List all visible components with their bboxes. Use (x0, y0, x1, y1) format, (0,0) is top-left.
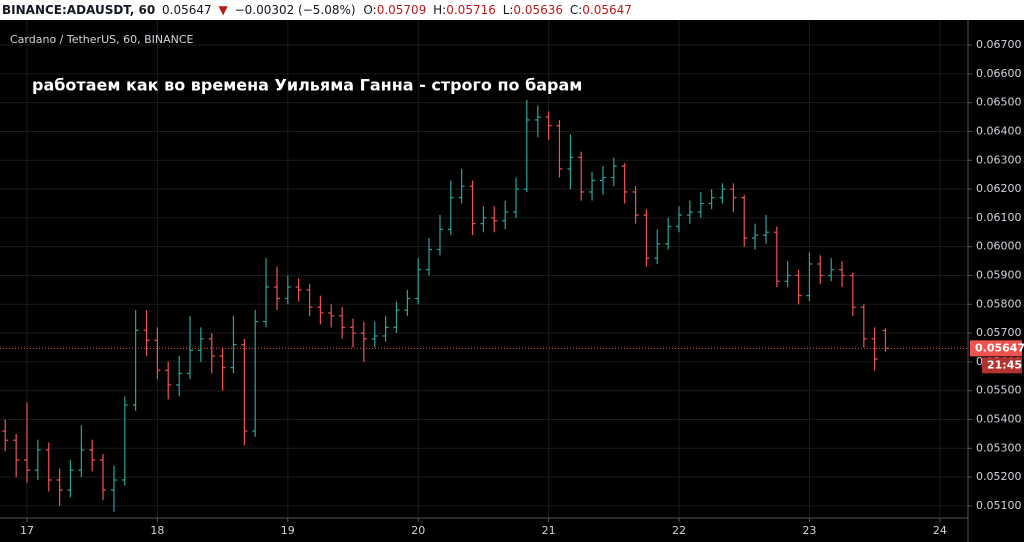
high-value: 0.05716 (446, 3, 496, 17)
y-tick-label: 0.05900 (976, 268, 1022, 281)
high-label: H: (433, 3, 446, 17)
open-value: 0.05709 (377, 3, 427, 17)
y-tick-label: 0.05200 (976, 470, 1022, 483)
close-value: 0.05647 (582, 3, 632, 17)
y-tick-label: 0.06500 (976, 96, 1022, 109)
symbol: BINANCE:ADAUSDT, 60 (2, 3, 155, 17)
y-tick-label: 0.06100 (976, 211, 1022, 224)
y-tick-label: 0.06600 (976, 67, 1022, 80)
change-arrow: ▼ (219, 3, 229, 17)
bars (0, 99, 968, 512)
x-tick-label: 20 (411, 524, 425, 537)
countdown-label: 21:45 (987, 358, 1022, 371)
x-tick-label: 22 (672, 524, 686, 537)
y-tick-label: 0.05800 (976, 297, 1022, 310)
grid (0, 20, 968, 518)
y-tick-label: 0.06300 (976, 153, 1022, 166)
countdown-box (982, 357, 1022, 374)
x-tick-label: 23 (802, 524, 816, 537)
last-price: 0.05647 (162, 3, 212, 17)
header: BINANCE:ADAUSDT, 60 0.05647 ▼ −0.00302 (… (2, 3, 632, 17)
open-label: O: (363, 3, 376, 17)
y-tick-label: 0.05500 (976, 384, 1022, 397)
y-tick-label: 0.05400 (976, 412, 1022, 425)
x-tick-label: 24 (933, 524, 947, 537)
y-tick-label: 0.06400 (976, 124, 1022, 137)
header-bar (0, 0, 1024, 20)
x-tick-label: 17 (20, 524, 34, 537)
y-tick-label: 0.05300 (976, 441, 1022, 454)
y-tick-label: 0.06700 (976, 38, 1022, 51)
y-tick-label: 0.06000 (976, 240, 1022, 253)
low-value: 0.05636 (513, 3, 563, 17)
y-tick-label: 0.06200 (976, 182, 1022, 195)
x-tick-label: 19 (281, 524, 295, 537)
x-tick-label: 21 (542, 524, 556, 537)
subtitle: Cardano / TetherUS, 60, BINANCE (10, 33, 194, 46)
change: −0.00302 (−5.08%) (235, 3, 356, 17)
y-tick-label: 0.05100 (976, 499, 1022, 512)
low-label: L: (503, 3, 514, 17)
last-price-label: 0.05647 (975, 341, 1024, 354)
x-tick-label: 18 (150, 524, 164, 537)
annotation: работаем как во времена Уильяма Ганна - … (32, 76, 582, 95)
y-tick-label: 0.05700 (976, 326, 1022, 339)
axes: 0.05100 0.05200 0.05300 0.05400 0.05500 0.056… (20, 38, 1024, 537)
close-label: C: (570, 3, 582, 17)
last-price-box (970, 340, 1022, 357)
